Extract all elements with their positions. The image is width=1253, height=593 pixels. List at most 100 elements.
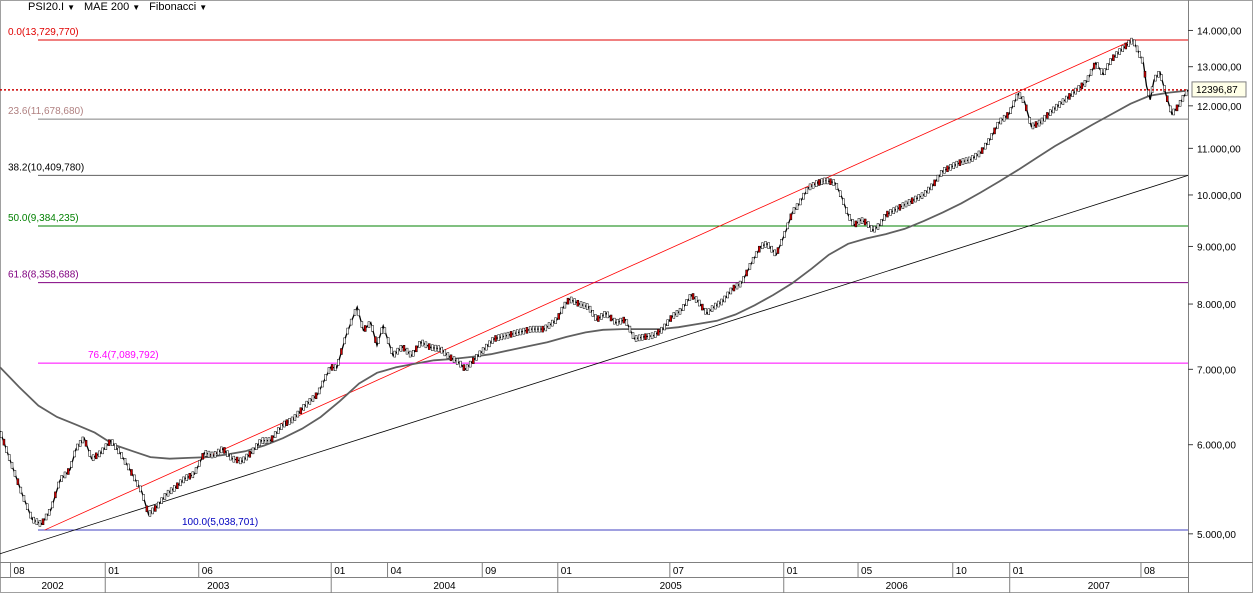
price-candle <box>644 333 647 340</box>
price-candle <box>566 297 570 305</box>
price-candle <box>1064 95 1068 103</box>
price-candle <box>512 330 516 337</box>
price-candle <box>194 467 198 474</box>
price-candle <box>829 178 832 185</box>
price-candle <box>427 343 431 350</box>
price-candle <box>980 147 984 154</box>
price-candle <box>958 159 962 166</box>
y-tick-label: 11.000,00 <box>1197 144 1241 155</box>
price-candle <box>984 142 987 150</box>
fibonacci-level-label: 50.0(9,384,235) <box>8 213 79 224</box>
price-candle <box>1034 121 1038 128</box>
drawing-tool-menu[interactable]: Fibonacci ▼ <box>149 0 207 14</box>
price-candle <box>761 242 764 250</box>
price-candle <box>694 296 698 303</box>
price-candle <box>544 324 548 332</box>
price-candle <box>851 219 855 226</box>
price-candle <box>738 280 742 288</box>
price-candle <box>446 352 450 359</box>
price-candle <box>1175 104 1179 112</box>
price-candle <box>748 263 752 270</box>
price-candle <box>472 357 475 364</box>
price-candle <box>1096 62 1099 70</box>
price-candle <box>876 223 880 230</box>
price-candle <box>848 214 851 221</box>
x-month-label: 01 <box>1013 566 1025 577</box>
price-candle <box>220 446 223 454</box>
price-candle <box>104 443 108 450</box>
price-candle <box>786 222 790 230</box>
price-candle <box>904 200 908 208</box>
x-year-label: 2005 <box>660 581 683 592</box>
price-candle <box>961 158 965 165</box>
y-tick-label: 12.000,00 <box>1197 102 1242 113</box>
price-candle <box>641 333 644 341</box>
price-candle <box>515 329 519 337</box>
indicator-menu[interactable]: MAE 200 ▼ <box>84 0 140 14</box>
price-candle <box>299 407 303 414</box>
x-month-label: 01 <box>334 566 346 577</box>
price-candle <box>1109 58 1112 65</box>
price-candle <box>1112 54 1115 61</box>
price-candle <box>226 450 229 457</box>
price-candle <box>795 203 799 210</box>
price-candle <box>204 450 208 457</box>
price-candle <box>1071 90 1074 97</box>
price-candle <box>619 317 622 325</box>
price-candle <box>967 156 971 164</box>
price-candle <box>751 256 755 264</box>
price-candle <box>488 340 491 348</box>
price-candle <box>157 501 160 509</box>
price-line[interactable] <box>0 38 1189 525</box>
price-candle <box>914 195 917 203</box>
price-candle <box>47 509 51 516</box>
price-candle <box>497 334 500 341</box>
price-candle <box>270 435 274 442</box>
price-candle <box>98 450 101 458</box>
price-candle <box>364 325 367 332</box>
price-candle <box>148 510 152 517</box>
price-candle <box>317 387 321 395</box>
price-candle <box>993 127 996 135</box>
price-candle <box>669 315 673 322</box>
price-candle <box>857 218 861 225</box>
price-candle <box>314 392 318 400</box>
price-candle <box>114 443 117 450</box>
price-candle <box>616 318 619 326</box>
price-candle <box>374 336 377 343</box>
price-candle <box>1028 117 1031 124</box>
price-candle <box>465 364 469 371</box>
x-month-label: 01 <box>787 566 799 577</box>
upper-trendline[interactable] <box>44 39 1134 531</box>
price-candle <box>302 404 305 411</box>
price-candle <box>666 319 669 326</box>
price-candle <box>255 443 258 450</box>
price-candle <box>32 516 35 524</box>
price-candle <box>631 332 635 339</box>
price-candle <box>854 220 858 228</box>
price-candle <box>371 325 374 332</box>
price-candle <box>780 239 783 246</box>
price-candle <box>943 167 946 174</box>
price-candle <box>528 326 532 333</box>
price-candle <box>541 325 544 333</box>
price-candle <box>41 518 45 526</box>
price-candle <box>273 431 277 438</box>
price-candle <box>1163 85 1166 92</box>
price-candle <box>500 333 504 341</box>
moving-average-line[interactable] <box>0 89 1189 460</box>
price-candle <box>723 295 726 303</box>
price-candle <box>67 468 70 475</box>
price-candle <box>838 190 842 197</box>
instrument-menu[interactable]: PSI20.I ▼ <box>28 0 75 14</box>
price-candle <box>1166 95 1169 102</box>
price-candle <box>360 321 364 328</box>
price-candle <box>380 327 383 334</box>
price-candle <box>13 470 17 477</box>
price-candle <box>1130 37 1133 45</box>
lower-trendline[interactable] <box>0 174 1189 555</box>
price-candle <box>308 398 312 405</box>
price-candle <box>145 505 149 513</box>
price-candle <box>845 207 848 214</box>
